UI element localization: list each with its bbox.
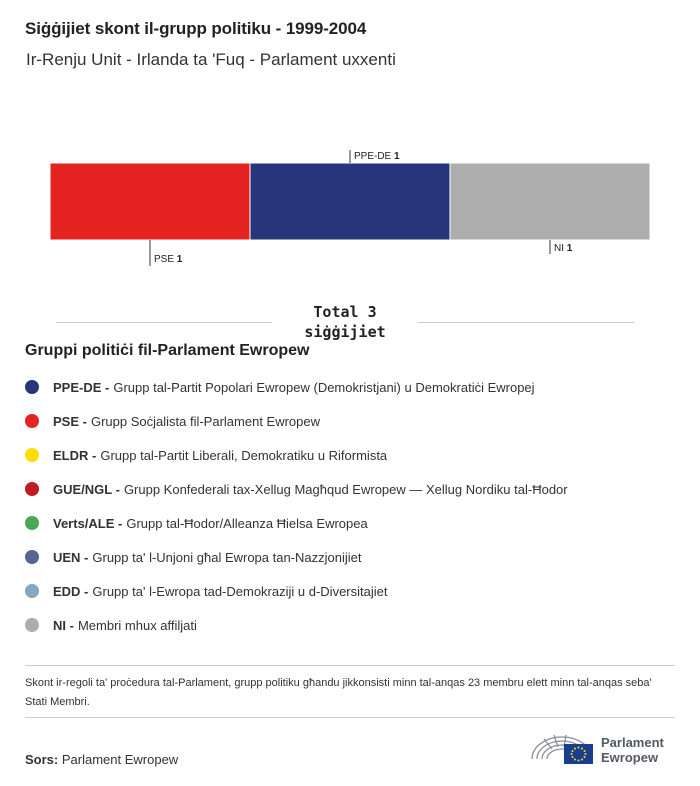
legend-desc: Membri mhux affiljati (77, 617, 197, 633)
legend-abbr: UEN - (53, 549, 89, 565)
data-label-ni: NI 1 (554, 243, 573, 254)
divider-bottom (25, 717, 675, 718)
legend-swatch (25, 380, 39, 394)
legend-title: Gruppi politiċi fil-Parlament Ewropew (25, 342, 310, 359)
legend-item-ppede: PPE-DE - Grupp tal-Partit Popolari Ewrope… (25, 370, 568, 404)
legend-abbr: NI - (53, 617, 74, 633)
chart-title: Siġġijiet skont il-grupp politiku - 1999… (25, 19, 367, 38)
data-label-ppede: PPE-DE 1 (354, 151, 400, 162)
legend-item-guengl: GUE/NGL - Grupp Konfederali tax-Xellug Ma… (25, 472, 568, 506)
legend-abbr: PPE-DE - (53, 379, 110, 395)
seat-bar-chart: PSE 1 PPE-DE 1 NI 1 (49, 150, 651, 266)
source-line: Sors: Parlament Ewropew (25, 752, 178, 767)
legend-desc: Grupp ta' l-Ewropa tad-Demokraziji u d-D… (92, 583, 388, 599)
total-seats-count: Total 3 (313, 303, 377, 321)
logo-line-2: Ewropew (601, 750, 659, 765)
legend-abbr: PSE - (53, 413, 87, 429)
divider-top (25, 665, 675, 666)
bar-segment-pse (49, 162, 251, 241)
parliament-logo: Parlament Ewropew (530, 727, 680, 769)
legend-desc: Grupp Konfederali tax-Xellug Magħqud Ewr… (123, 481, 568, 497)
rules-note: Skont ir-regoli ta' proċedura tal-Parlam… (25, 677, 652, 708)
legend-swatch (25, 448, 39, 462)
legend-swatch (25, 482, 39, 496)
legend-swatch (25, 618, 39, 632)
logo-wordmark: Parlament Ewropew (601, 735, 664, 765)
legend-swatch (25, 584, 39, 598)
legend-swatch (25, 516, 39, 530)
legend-abbr: EDD - (53, 583, 89, 599)
legend-desc: Grupp Soċjalista fil-Parlament Ewropew (90, 413, 321, 429)
legend-item-ni: NI - Membri mhux affiljati (25, 608, 568, 642)
legend-abbr: GUE/NGL - (53, 481, 120, 497)
chart-subtitle: Ir-Renju Unit - Irlanda ta 'Fuq - Parlam… (26, 50, 396, 69)
legend-abbr: ELDR - (53, 447, 97, 463)
source-value: Parlament Ewropew (61, 752, 179, 767)
legend-item-pse: PSE - Grupp Soċjalista fil-Parlament Ewro… (25, 404, 568, 438)
bar-segment-ppede (249, 162, 451, 241)
legend-desc: Grupp ta' l-Unjoni għal Ewropa tan-Nazzj… (92, 549, 362, 565)
legend-item-uen: UEN - Grupp ta' l-Unjoni għal Ewropa tan-… (25, 540, 568, 574)
legend-desc: Grupp tal-Partit Popolari Ewropew (Demok… (113, 379, 535, 395)
group-legend: PPE-DE - Grupp tal-Partit Popolari Ewrope… (25, 370, 568, 642)
legend-desc: Grupp tal-Ħodor/Alleanza Ħielsa Ewropea (126, 515, 368, 531)
legend-swatch (25, 550, 39, 564)
legend-item-eldr: ELDR - Grupp tal-Partit Liberali, Demokra… (25, 438, 568, 472)
hemicycle-flag-icon (531, 734, 593, 764)
legend-item-edd: EDD - Grupp ta' l-Ewropa tad-Demokraziji … (25, 574, 568, 608)
source-label: Sors: (25, 752, 59, 767)
logo-line-1: Parlament (601, 735, 664, 750)
legend-swatch (25, 414, 39, 428)
bar-segment-ni (449, 162, 651, 241)
total-seats-unit: siġġijiet (304, 323, 386, 341)
data-label-pse: PSE 1 (154, 254, 183, 265)
legend-desc: Grupp tal-Partit Liberali, Demokratiku u… (100, 447, 388, 463)
legend-abbr: Verts/ALE - (53, 515, 123, 531)
total-seats: Total 3 siġġijiet (272, 302, 418, 342)
legend-item-vertsale: Verts/ALE - Grupp tal-Ħodor/Alleanza Ħiel… (25, 506, 568, 540)
total-divider-left (56, 322, 272, 323)
total-divider-right (418, 322, 634, 323)
